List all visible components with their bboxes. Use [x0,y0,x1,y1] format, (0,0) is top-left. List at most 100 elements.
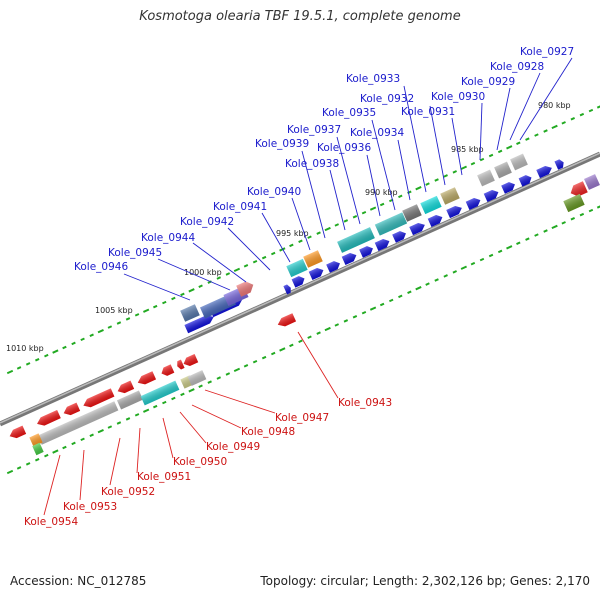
gene-block[interactable] [37,401,119,445]
tick-mark [270,251,276,256]
gene-label-kole-0943[interactable]: Kole_0943 [338,397,392,409]
gene-label-kole-0935[interactable]: Kole_0935 [322,107,376,119]
gene-block[interactable] [494,161,512,179]
forward-gene-arrow[interactable] [374,237,391,251]
gene-label-kole-0944[interactable]: Kole_0944 [141,232,195,244]
forward-gene-arrow[interactable] [184,313,215,334]
gene-block[interactable] [374,212,408,236]
forward-gene-arrow[interactable] [283,284,292,295]
tick-mark [125,417,131,421]
gene-block[interactable] [140,380,180,406]
gene-label-kole-0939[interactable]: Kole_0939 [255,138,309,150]
gene-block[interactable] [286,258,308,278]
reverse-gene-arrow[interactable] [136,371,157,387]
gene-label-kole-0940[interactable]: Kole_0940 [247,186,301,198]
reverse-gene-arrow[interactable] [182,354,199,368]
reverse-gene-arrow[interactable] [62,402,81,418]
tick-mark [434,278,439,282]
gene-block[interactable] [568,181,588,199]
forward-gene-arrow[interactable] [446,204,463,219]
gene-label-kole-0932[interactable]: Kole_0932 [360,93,414,105]
forward-gene-arrow[interactable] [465,196,482,210]
forward-gene-arrow[interactable] [518,173,534,187]
tick-mark [579,112,585,117]
gene-block[interactable] [402,204,422,222]
tick-mark [307,235,312,239]
reverse-gene-arrow[interactable] [160,364,175,377]
gene-label-kole-0928[interactable]: Kole_0928 [490,61,544,73]
forward-gene-arrow[interactable] [536,164,553,179]
forward-gene-arrow[interactable] [554,158,566,170]
forward-gene-arrow[interactable] [483,188,500,202]
forward-gene-arrow[interactable] [427,213,444,227]
gene-block[interactable] [187,370,207,386]
gene-label-kole-0946[interactable]: Kole_0946 [74,261,128,273]
reverse-gene-arrow[interactable] [276,313,297,329]
gene-label-kole-0948[interactable]: Kole_0948 [241,426,295,438]
gene-label-kole-0947[interactable]: Kole_0947 [275,412,329,424]
gene-label-kole-0929[interactable]: Kole_0929 [461,76,515,88]
gene-block[interactable] [236,279,256,297]
gene-block[interactable] [477,169,495,187]
gene-label-kole-0945[interactable]: Kole_0945 [108,247,162,259]
gene-label-kole-0949[interactable]: Kole_0949 [206,441,260,453]
gene-label-kole-0941[interactable]: Kole_0941 [213,201,267,213]
leader-line-forward [227,227,271,271]
gene-block[interactable] [563,193,585,213]
forward-gene-arrow[interactable] [308,266,325,280]
gene-label-kole-0931[interactable]: Kole_0931 [401,106,455,118]
reverse-gene-arrow[interactable] [116,380,135,396]
gene-label-kole-0934[interactable]: Kole_0934 [350,127,404,139]
gene-label-kole-0954[interactable]: Kole_0954 [24,516,78,528]
tick-mark [324,326,331,332]
forward-gene-arrow[interactable] [326,259,342,273]
genome-backbone-highlight [0,152,600,424]
forward-gene-arrow[interactable] [409,221,426,236]
tick-mark [279,247,286,252]
forward-gene-arrow[interactable] [501,180,517,194]
tick-mark [44,353,49,358]
forward-gene-arrow[interactable] [392,229,408,243]
tick-mark [6,469,14,475]
reverse-gene-arrow[interactable] [82,388,115,409]
tick-mark [134,413,140,417]
forward-gene-arrow[interactable] [291,274,307,288]
gene-label-kole-0936[interactable]: Kole_0936 [317,142,371,154]
gene-label-kole-0933[interactable]: Kole_0933 [346,73,400,85]
gene-label-kole-0927[interactable]: Kole_0927 [520,46,574,58]
tick-mark [534,133,539,137]
reverse-gene-arrow[interactable] [8,425,27,441]
gene-label-kole-0937[interactable]: Kole_0937 [287,124,341,136]
gene-block[interactable] [584,174,600,190]
gene-label-kole-0952[interactable]: Kole_0952 [101,486,155,498]
reverse-gene-arrow[interactable] [35,409,61,428]
forward-gene-arrow[interactable] [359,244,375,258]
gene-label-kole-0942[interactable]: Kole_0942 [180,216,234,228]
gene-label-kole-0930[interactable]: Kole_0930 [431,91,485,103]
gene-block[interactable] [117,390,143,410]
tick-mark [415,286,422,291]
reverse-gene-arrow[interactable] [175,359,185,371]
tick-mark [316,231,321,235]
tick-mark [270,351,276,356]
gene-block[interactable] [32,442,44,456]
genome-backbone [0,151,600,427]
gene-label-kole-0951[interactable]: Kole_0951 [137,471,191,483]
gene-block[interactable] [180,304,200,322]
gene-label-kole-0938[interactable]: Kole_0938 [285,158,339,170]
gene-block[interactable] [510,153,528,171]
tick-label-990: 990 kbp [365,188,398,197]
gene-block[interactable] [337,227,375,253]
leader-line-reverse [191,404,242,429]
gene-block[interactable] [440,187,460,205]
gene-label-kole-0953[interactable]: Kole_0953 [63,501,117,513]
gene-block[interactable] [303,250,323,268]
tick-mark [570,116,576,121]
tick-mark [216,276,222,280]
gene-label-kole-0950[interactable]: Kole_0950 [173,456,227,468]
tick-mark [479,257,485,262]
forward-gene-arrow[interactable] [341,251,358,265]
gene-features[interactable] [8,153,600,456]
gene-block[interactable] [420,195,442,215]
